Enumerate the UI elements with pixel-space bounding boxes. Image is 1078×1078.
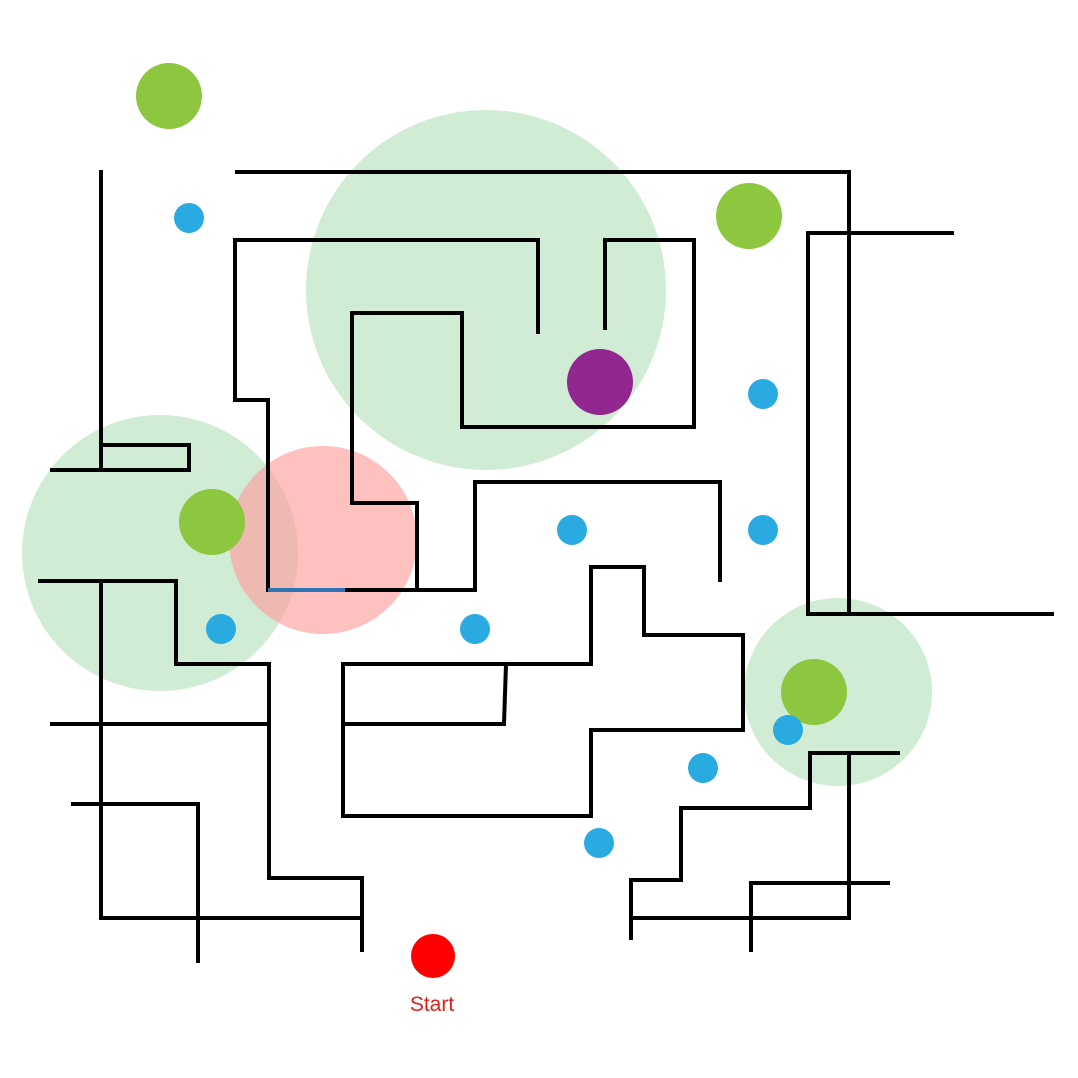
start-label: Start bbox=[410, 993, 455, 1016]
blue-coin bbox=[584, 828, 614, 858]
wall-layer bbox=[38, 170, 1054, 963]
blue-coin bbox=[557, 515, 587, 545]
maze-wall bbox=[50, 443, 191, 472]
bonus-orb bbox=[716, 183, 782, 249]
blue-coin bbox=[748, 379, 778, 409]
maze-wall bbox=[341, 565, 745, 818]
maze-wall bbox=[806, 231, 1054, 616]
coin-layer bbox=[174, 203, 803, 858]
goal-dot bbox=[567, 349, 633, 415]
bonus-orb bbox=[179, 489, 245, 555]
maze-wall bbox=[235, 170, 851, 616]
maze-wall bbox=[749, 881, 890, 952]
blue-coin bbox=[688, 753, 718, 783]
danger-zone bbox=[229, 446, 417, 634]
blue-coin bbox=[174, 203, 204, 233]
bonus-orb bbox=[136, 63, 202, 129]
start-dot bbox=[411, 934, 455, 978]
maze-wall bbox=[71, 802, 200, 963]
bonus-layer bbox=[136, 63, 847, 725]
blue-coin bbox=[460, 614, 490, 644]
maze-wall bbox=[99, 579, 364, 920]
maze-wall bbox=[341, 480, 722, 592]
maze-wall bbox=[629, 751, 900, 940]
maze-wall bbox=[629, 751, 851, 920]
blue-coin bbox=[748, 515, 778, 545]
maze-wall bbox=[350, 238, 696, 590]
maze-wall bbox=[341, 661, 509, 726]
blue-coin bbox=[773, 715, 803, 745]
maze-wall bbox=[38, 579, 364, 952]
safe-zone-top bbox=[306, 110, 666, 470]
bonus-orb bbox=[781, 659, 847, 725]
blue-coin bbox=[206, 614, 236, 644]
